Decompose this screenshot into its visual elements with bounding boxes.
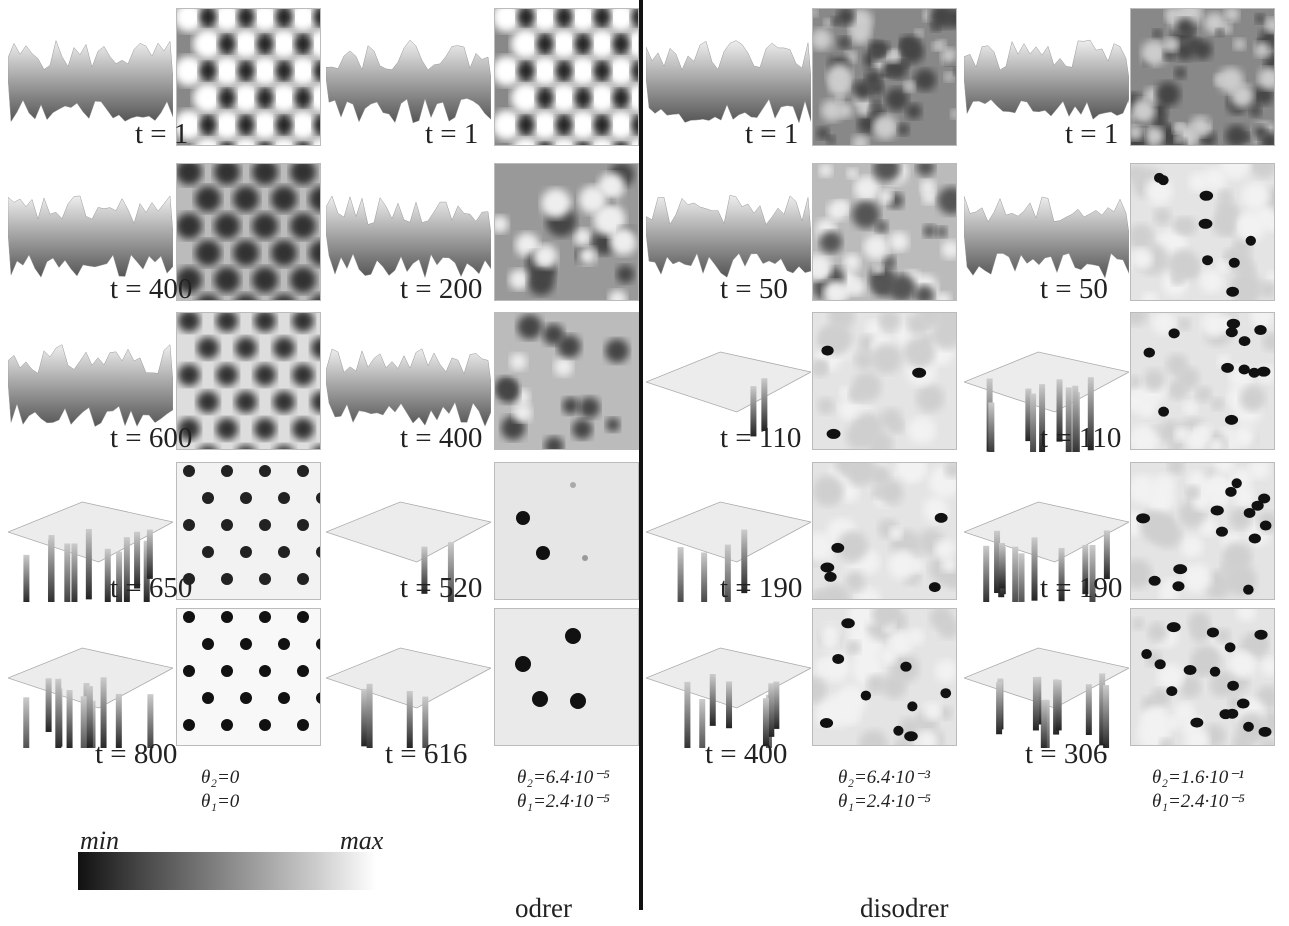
time-label-p3-r4: t = 190	[720, 572, 803, 604]
time-label-p2-r3: t = 400	[400, 422, 483, 454]
params-p1: θ₂=0 θ₁=0	[201, 766, 239, 814]
density-map-p2-r5	[494, 608, 639, 746]
surface-plot-p1-r5	[6, 608, 175, 771]
density-map-p1-r3	[176, 312, 321, 450]
theta1-label: θ₁=2.4·10⁻⁵	[838, 791, 931, 812]
order-caption: odrer	[515, 893, 572, 923]
colorbar-gradient	[78, 852, 376, 890]
time-label-p4-r3: t = 110	[1040, 422, 1122, 454]
density-map-p2-r3	[494, 312, 639, 450]
surface-plot-p3-r5	[644, 608, 813, 769]
density-map-p1-r5	[176, 608, 321, 746]
surface-plot-p2-r5	[324, 608, 493, 764]
density-map-p4-r4	[1130, 462, 1275, 600]
density-map-p4-r5	[1130, 608, 1275, 746]
time-label-p3-r1: t = 1	[745, 118, 799, 150]
time-label-p1-r3: t = 600	[110, 422, 193, 454]
density-map-p2-r1	[494, 8, 639, 146]
time-label-p4-r2: t = 50	[1040, 273, 1108, 305]
surface-plot-p4-r5	[962, 608, 1131, 767]
density-map-p3-r2	[812, 163, 957, 301]
time-label-p3-r2: t = 50	[720, 273, 788, 305]
time-label-p1-r4: t = 650	[110, 572, 193, 604]
theta1-label: θ₁=0	[201, 791, 240, 812]
theta2-label: θ₂=6.4·10⁻³	[838, 767, 930, 788]
density-map-p3-r1	[812, 8, 957, 146]
surface-plot-p4-r3	[962, 312, 1131, 467]
time-label-p1-r2: t = 400	[110, 273, 193, 305]
time-label-p1-r1: t = 1	[135, 118, 189, 150]
colorbar-max-label: max	[340, 826, 384, 855]
time-label-p2-r1: t = 1	[425, 118, 479, 150]
surface-plot-p4-r4	[962, 462, 1131, 623]
theta1-label: θ₁=2.4·10⁻⁵	[517, 791, 610, 812]
time-label-p4-r4: t = 190	[1040, 572, 1123, 604]
time-label-p3-r5: t = 400	[705, 738, 788, 770]
time-label-p4-r1: t = 1	[1065, 118, 1119, 150]
time-label-p2-r4: t = 520	[400, 572, 483, 604]
params-p3: θ₂=6.4·10⁻³ θ₁=2.4·10⁻⁵	[838, 766, 931, 814]
time-label-p2-r2: t = 200	[400, 273, 483, 305]
colorbar-min-label: min	[80, 826, 119, 855]
time-label-p3-r3: t = 110	[720, 422, 802, 454]
density-map-p2-r4	[494, 462, 639, 600]
density-map-p1-r1	[176, 8, 321, 146]
density-map-p1-r2	[176, 163, 321, 301]
theta2-label: θ₂=1.6·10⁻¹	[1152, 767, 1244, 788]
time-label-p2-r5: t = 616	[385, 738, 468, 770]
density-map-p3-r5	[812, 608, 957, 746]
density-map-p1-r4	[176, 462, 321, 600]
density-map-p4-r2	[1130, 163, 1275, 301]
params-p2: θ₂=6.4·10⁻⁵ θ₁=2.4·10⁻⁵	[517, 766, 610, 814]
density-map-p3-r4	[812, 462, 957, 600]
order-disorder-divider	[639, 0, 643, 910]
theta2-label: θ₂=6.4·10⁻⁵	[517, 767, 610, 788]
theta1-label: θ₁=2.4·10⁻⁵	[1152, 791, 1245, 812]
time-label-p1-r5: t = 800	[95, 738, 178, 770]
params-p4: θ₂=1.6·10⁻¹ θ₁=2.4·10⁻⁵	[1152, 766, 1245, 814]
density-map-p4-r1	[1130, 8, 1275, 146]
theta2-label: θ₂=0	[201, 767, 240, 788]
time-label-p4-r5: t = 306	[1025, 738, 1108, 770]
density-map-p4-r3	[1130, 312, 1275, 450]
density-map-p3-r3	[812, 312, 957, 450]
disorder-caption: disodrer	[860, 893, 949, 923]
density-map-p2-r2	[494, 163, 639, 301]
surface-plot-p1-r4	[6, 462, 175, 615]
